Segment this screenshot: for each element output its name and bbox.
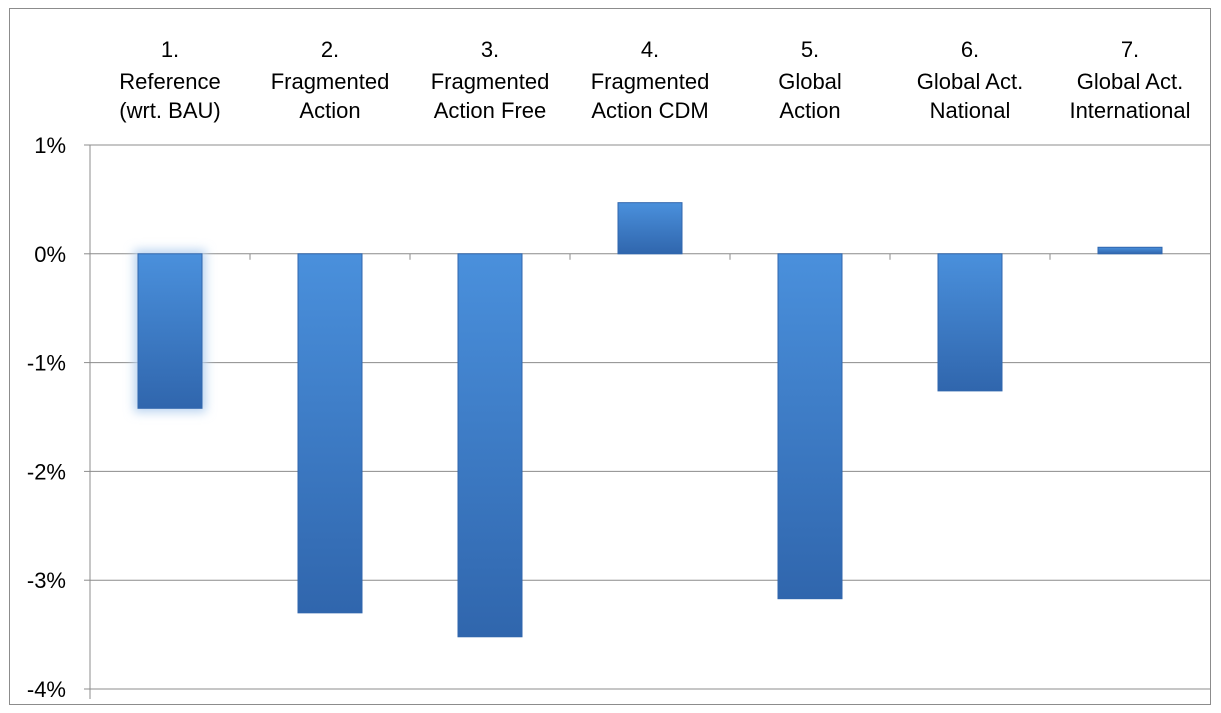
- bar[interactable]: [777, 253, 843, 600]
- y-tick-label: -1%: [27, 351, 66, 376]
- bar[interactable]: [457, 253, 523, 638]
- bar[interactable]: [937, 253, 1003, 392]
- category-label: 2. Fragmented Action: [271, 37, 390, 123]
- category-label: 3. Fragmented Action Free: [431, 37, 550, 123]
- bar[interactable]: [1097, 246, 1163, 255]
- category-label: 4. Fragmented Action CDM: [591, 37, 710, 123]
- category-label: 6. Global Act. National: [917, 37, 1023, 123]
- bars: [134, 202, 1163, 638]
- y-tick-label: 0%: [34, 242, 66, 267]
- y-tick-label: -4%: [27, 677, 66, 702]
- bar-chart: 1% 0% -1% -2% -3% -4% 1. Reference (wrt. BAU) 2.…: [27, 37, 1210, 702]
- y-axis: 1% 0% -1% -2% -3% -4%: [27, 133, 1051, 702]
- category-label: 7. Global Act. International: [1069, 37, 1190, 123]
- gridlines: [90, 144, 1210, 690]
- category-label: 1. Reference (wrt. BAU): [119, 37, 221, 123]
- category-label: 5. Global Action: [778, 37, 842, 123]
- y-tick-label: 1%: [34, 133, 66, 158]
- bar[interactable]: [617, 202, 683, 255]
- y-tick-label: -2%: [27, 459, 66, 484]
- bar[interactable]: [137, 253, 203, 409]
- bar[interactable]: [297, 253, 363, 614]
- y-tick-label: -3%: [27, 568, 66, 593]
- category-labels: 1. Reference (wrt. BAU) 2. Fragmented Action 3…: [119, 37, 1190, 123]
- chart-frame: 1% 0% -1% -2% -3% -4% 1. Reference (wrt. BAU) 2.…: [9, 8, 1211, 705]
